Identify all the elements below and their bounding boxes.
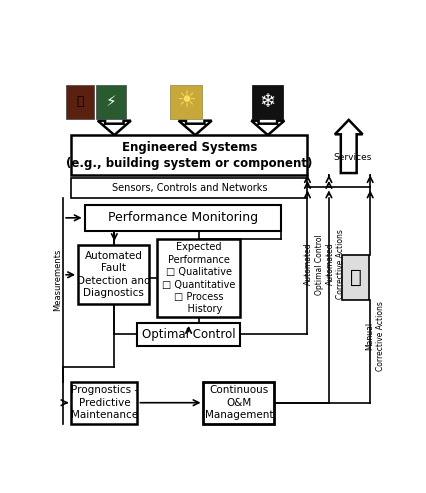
Text: ❄: ❄	[259, 92, 276, 111]
Polygon shape	[98, 121, 131, 135]
Bar	[78, 245, 149, 304]
Bar	[66, 85, 94, 119]
Bar	[252, 85, 283, 119]
Bar	[85, 205, 281, 231]
Text: Performance Monitoring: Performance Monitoring	[108, 211, 258, 224]
Polygon shape	[179, 121, 212, 135]
Bar	[204, 382, 274, 423]
Text: ☀: ☀	[176, 92, 196, 112]
Text: Services: Services	[334, 153, 372, 162]
Bar	[343, 255, 369, 300]
Text: Sensors, Controls and Networks: Sensors, Controls and Networks	[112, 183, 267, 193]
Text: Continuous
O&M
Management: Continuous O&M Management	[205, 386, 273, 420]
Bar	[72, 382, 138, 423]
Text: 🛢: 🛢	[76, 95, 84, 108]
Text: Engineered Systems
(e.g., building system or component): Engineered Systems (e.g., building syste…	[66, 141, 313, 170]
Text: ⚡: ⚡	[106, 94, 116, 109]
Bar	[138, 323, 240, 346]
Text: Expected
Performance
□ Qualitative
□ Quantitative
□ Process
    History: Expected Performance □ Qualitative □ Qua…	[162, 243, 235, 315]
Bar	[96, 85, 126, 119]
Text: 🏃: 🏃	[350, 268, 362, 287]
Polygon shape	[335, 120, 363, 173]
Text: Optimal Control: Optimal Control	[142, 328, 236, 341]
Bar	[72, 178, 308, 198]
Text: Automated
Corrective Actions: Automated Corrective Actions	[326, 229, 345, 299]
Text: Prognostics -
Predictive
Maintenance: Prognostics - Predictive Maintenance	[71, 386, 138, 420]
Text: Manual
Corrective Actions: Manual Corrective Actions	[366, 301, 385, 371]
Text: Automated
Optimal Control: Automated Optimal Control	[304, 234, 324, 294]
Bar	[170, 85, 202, 119]
Polygon shape	[251, 121, 285, 135]
Text: Automated
Fault
Detection and
Diagnostics: Automated Fault Detection and Diagnostic…	[77, 251, 150, 298]
Text: Measurements: Measurements	[53, 248, 62, 311]
Bar	[157, 240, 240, 317]
Bar	[72, 135, 308, 175]
